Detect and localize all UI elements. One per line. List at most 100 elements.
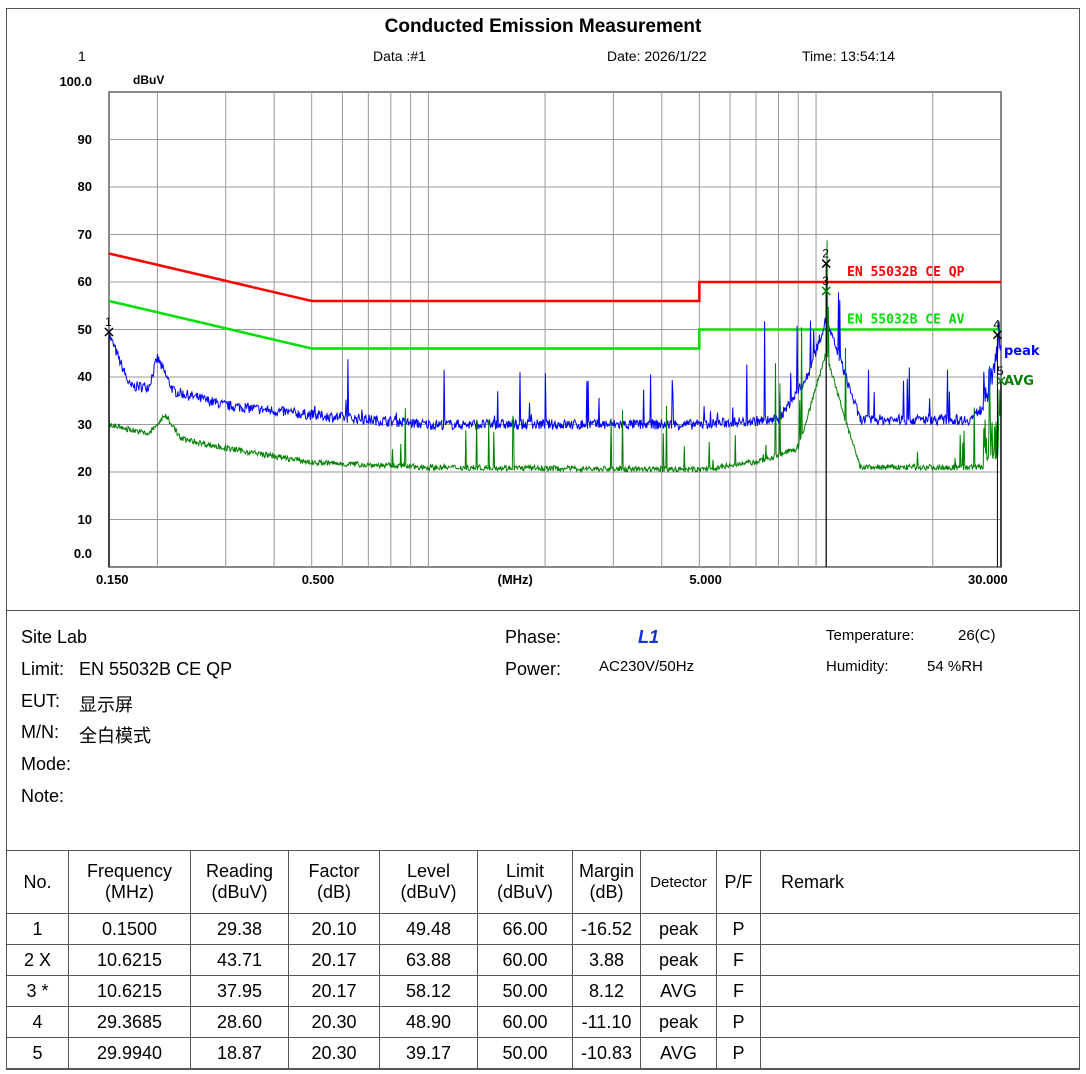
table-cell: -10.83 xyxy=(572,1037,641,1069)
table-cell: 50.00 xyxy=(477,1037,573,1069)
x-tick-label: 0.500 xyxy=(301,572,335,587)
table-cell: AVG xyxy=(640,1037,717,1069)
column-header: Margin (dB) xyxy=(572,850,641,914)
x-tick-label: (MHz) xyxy=(497,572,533,587)
column-header: Detector xyxy=(640,850,717,914)
table-cell xyxy=(760,1006,1080,1038)
table-row: 5 29.9940 18.87 20.30 39.17 50.00 -10.83 AVG P xyxy=(6,1037,1080,1069)
table-cell: 20.30 xyxy=(288,1006,380,1038)
column-header: Frequency (MHz) xyxy=(68,850,191,914)
table-cell: 29.38 xyxy=(190,913,289,945)
site: Site Lab xyxy=(21,627,88,647)
table-cell: 43.71 xyxy=(190,944,289,976)
temperature-label: Temperature: xyxy=(826,627,915,644)
power-value: AC230V/50Hz xyxy=(599,658,695,675)
y-axis-unit: dBuV xyxy=(133,73,165,87)
phase-label: Phase: xyxy=(505,627,562,647)
x-tick-label: 0.150 xyxy=(96,572,129,587)
y-tick-label: 40 xyxy=(77,369,92,384)
table-cell: -16.52 xyxy=(572,913,641,945)
marker-label: 2 xyxy=(822,247,829,261)
table-cell: 10.6215 xyxy=(68,975,191,1007)
table-cell xyxy=(760,944,1080,976)
y-tick-label: 80 xyxy=(77,179,92,194)
table-cell: 2 X xyxy=(6,944,69,976)
table-cell: 60.00 xyxy=(477,944,573,976)
date-label: Date: 2026/1/22 xyxy=(607,48,707,64)
table-cell: 10.6215 xyxy=(68,944,191,976)
column-header: Limit (dBuV) xyxy=(477,850,573,914)
marker-x-icon xyxy=(996,376,1006,386)
column-header: Remark xyxy=(760,850,1080,914)
limit-label: Limit: xyxy=(21,659,65,679)
y-tick-label: 70 xyxy=(77,226,92,242)
y-tick-label: 20 xyxy=(77,464,92,479)
table-cell: 8.12 xyxy=(572,975,641,1007)
y-tick-label: 60 xyxy=(77,274,92,289)
marker-x-icon xyxy=(104,327,114,337)
table-cell: 66.00 xyxy=(477,913,573,945)
table-cell: 1 xyxy=(6,913,69,945)
table-cell: 5 xyxy=(6,1037,69,1069)
table-cell: 0.1500 xyxy=(68,913,191,945)
trace-label: AVG xyxy=(1004,374,1034,389)
x-tick-label: 30.000 xyxy=(968,572,1008,587)
table-cell: F xyxy=(716,944,761,976)
table-cell xyxy=(760,975,1080,1007)
marker-x-icon xyxy=(821,259,831,269)
table-cell: 18.87 xyxy=(190,1037,289,1069)
limit-label: EN 55032B CE AV xyxy=(847,313,965,328)
marker-x-icon xyxy=(992,330,1002,340)
time-label: Time: 13:54:14 xyxy=(802,48,895,64)
measurement-table: No. Frequency (MHz) Reading (dBuV) Factor (dB)… xyxy=(6,850,1080,1069)
table-row: 4 29.3685 28.60 20.30 48.90 60.00 -11.10 peak P xyxy=(6,1006,1080,1038)
divider xyxy=(6,610,1080,611)
limit-line xyxy=(108,252,1001,303)
table-cell: 50.00 xyxy=(477,975,573,1007)
table-cell: peak xyxy=(640,944,717,976)
table-cell: P xyxy=(716,1006,761,1038)
table-cell: 29.9940 xyxy=(68,1037,191,1069)
x-tick-label: 5.000 xyxy=(689,572,722,587)
marker-label: 4 xyxy=(993,318,1000,332)
mode-label: Mode: xyxy=(21,754,72,774)
table-row: 2 X 10.6215 43.71 20.17 63.88 60.00 3.88 peak F xyxy=(6,944,1080,976)
mn-label: M/N: xyxy=(21,722,59,742)
trace-label: peak xyxy=(1004,344,1040,359)
table-cell: 4 xyxy=(6,1006,69,1038)
humidity-label: Humidity: xyxy=(826,658,889,675)
data-label: Data :#1 xyxy=(373,48,426,64)
y-tick-label: 100.0 xyxy=(59,74,92,89)
table-cell: 39.17 xyxy=(379,1037,478,1069)
trace-peak xyxy=(108,292,1002,431)
eut-label: EUT: xyxy=(21,691,61,711)
table-cell: P xyxy=(716,1037,761,1069)
table-header: No. Frequency (MHz) Reading (dBuV) Factor (dB)… xyxy=(6,850,1080,914)
marker-label: 5 xyxy=(997,364,1004,378)
power-label: Power: xyxy=(505,659,562,679)
table-cell: 3.88 xyxy=(572,944,641,976)
report-frame xyxy=(6,8,1080,1070)
table-cell: P xyxy=(716,913,761,945)
table-cell: 63.88 xyxy=(379,944,478,976)
trace-avg xyxy=(108,240,1002,474)
table-cell xyxy=(760,1037,1080,1069)
table-cell: 20.17 xyxy=(288,975,380,1007)
marker-label: 3 xyxy=(822,274,829,288)
column-header: Level (dBuV) xyxy=(379,850,478,914)
y-tick-label: 90 xyxy=(77,131,92,147)
column-header: Reading (dBuV) xyxy=(190,850,289,914)
y-tick-label: 30 xyxy=(77,416,92,432)
table-cell: AVG xyxy=(640,975,717,1007)
phase-value: L1 xyxy=(638,627,660,647)
emission-chart: EN 55032B CE QP EN 55032B CE AV peak AVG 1 2 3… xyxy=(104,91,1040,568)
marker-x-icon xyxy=(821,286,831,296)
table-cell: 3 * xyxy=(6,975,69,1007)
column-header: No. xyxy=(6,850,69,914)
table-row: 3 * 10.6215 37.95 20.17 58.12 50.00 8.12 AVG F xyxy=(6,975,1080,1007)
table-cell: 60.00 xyxy=(477,1006,573,1038)
limit-label: EN 55032B CE QP xyxy=(847,265,965,280)
table-row: 1 0.1500 29.38 20.10 49.48 66.00 -16.52 peak P xyxy=(6,913,1080,945)
table-cell: peak xyxy=(640,1006,717,1038)
